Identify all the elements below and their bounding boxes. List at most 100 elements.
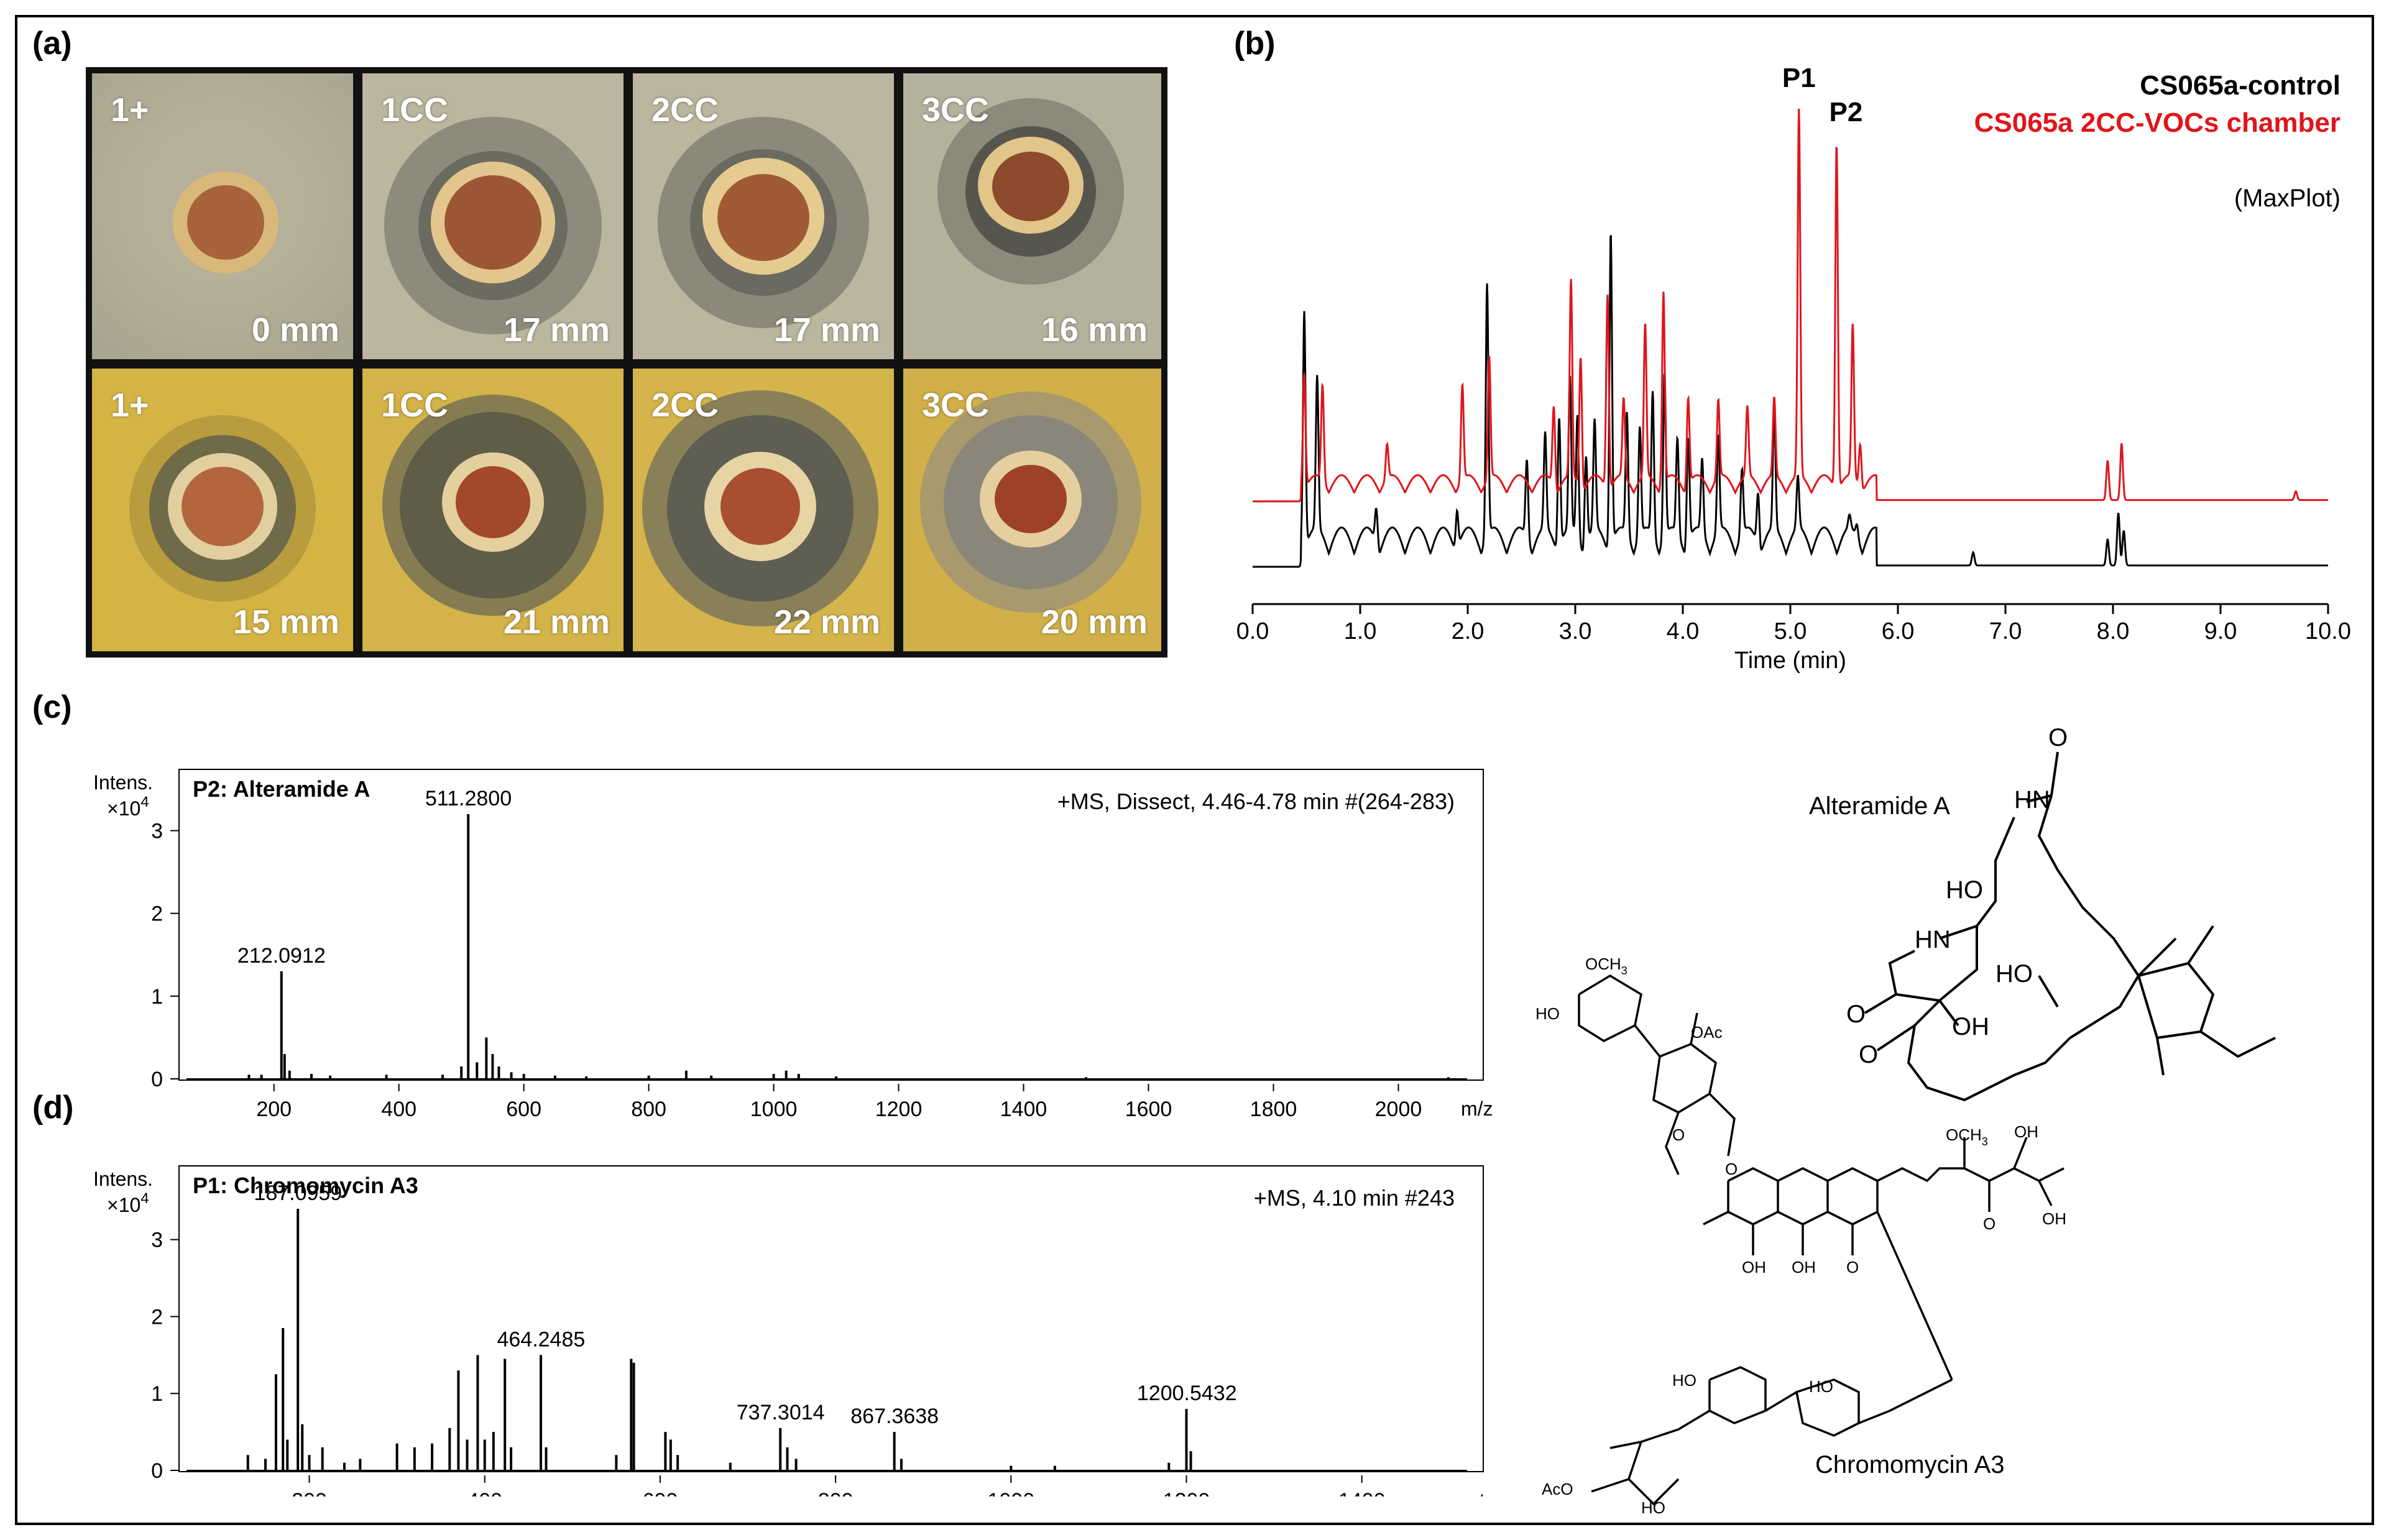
chem-bonds — [1939, 817, 2015, 940]
x-tick-label: 4.0 — [1667, 618, 1700, 644]
plate-row1-3: 2CC 17 mm — [633, 73, 894, 359]
plate-row2-3: 2CC 22 mm — [633, 369, 894, 651]
atom-label: HN — [2014, 786, 2050, 814]
atom-label: O — [1983, 1214, 1995, 1233]
chem-bonds — [2037, 795, 2140, 1039]
atom-label: HO — [1535, 1004, 1560, 1023]
chem-bonds — [1708, 1093, 1736, 1157]
atom-label: OCH3 — [1946, 1125, 1988, 1148]
chem-bonds — [1864, 993, 1897, 1014]
x-tick-label: 1600 — [1125, 1098, 1172, 1121]
colony-image — [937, 98, 1124, 285]
x-tick-label: 800 — [631, 1098, 666, 1121]
series-line-treated — [1253, 108, 2328, 503]
atom-label: HO — [1641, 1498, 1665, 1516]
colony-image — [173, 172, 278, 273]
x-tick-label: 200 — [256, 1098, 292, 1121]
peak-mz-label: 1200.5432 — [1137, 1382, 1237, 1405]
zone-size: 20 mm — [1041, 603, 1148, 641]
atom-label: AcO — [1542, 1480, 1573, 1498]
x-tick-label: 1800 — [1250, 1098, 1297, 1121]
peak-mz-label: 737.3014 — [737, 1401, 825, 1424]
chem-bonds — [2137, 937, 2177, 977]
colony-image — [642, 390, 878, 626]
chem-bonds — [1888, 950, 1940, 1002]
plate-row1-2: 1CC 17 mm — [362, 73, 624, 359]
atom-label: HN — [1915, 926, 1951, 953]
atom-label: O — [1846, 1001, 1866, 1028]
acquisition-header: +MS, Dissect, 4.46-4.78 min #(264-283) — [1057, 789, 1455, 814]
spectrum-plot-area: 0 1 2 3 200 400 600 800 1000 1200 1400 1600 1800 2000… — [151, 787, 1467, 1121]
atom-label: HO — [1809, 1377, 1833, 1396]
chem-bonds — [1827, 1167, 1879, 1226]
x-axis-label: m/z — [1461, 1098, 1493, 1120]
y-tick-label: 0 — [151, 1068, 163, 1091]
panel-c-label: (c) — [32, 689, 72, 725]
chem-bonds — [1938, 999, 1959, 1027]
x-tick-label: 1000 — [987, 1489, 1034, 1496]
legend-treated: CS065a 2CC-VOCs chamber — [1974, 108, 2341, 138]
plot-frame — [178, 1165, 1484, 1472]
plate-label: 3CC — [922, 387, 990, 424]
spectrum-title: P2: Alteramide A — [193, 776, 370, 802]
y-tick-label: 2 — [151, 902, 163, 926]
chem-bonds — [1989, 1137, 2028, 1182]
x-tick-label: 400 — [381, 1098, 417, 1121]
atom-label: HO — [1995, 960, 2033, 988]
plate-row2-2: 1CC 21 mm — [362, 369, 624, 651]
x-tick-label: 1400 — [1338, 1489, 1386, 1496]
x-tick-label: 2000 — [1375, 1098, 1422, 1121]
x-tick-label: 1000 — [750, 1098, 798, 1121]
zone-size: 16 mm — [1041, 311, 1148, 349]
x-tick-label: 600 — [506, 1098, 541, 1121]
x-tick-label: 1400 — [1000, 1098, 1047, 1121]
plate-row1-4: 3CC 16 mm — [903, 73, 1161, 359]
series-line-control — [1253, 235, 2328, 568]
plate-label: 1CC — [381, 387, 449, 424]
x-axis-label: m/z — [1461, 1491, 1493, 1496]
chem-bonds — [1765, 1378, 1860, 1437]
x-tick-label: 1200 — [1163, 1489, 1210, 1496]
x-tick-label: 2.0 — [1452, 618, 1484, 644]
x-axis-label: Time (min) — [1734, 648, 1846, 674]
acquisition-header: +MS, 4.10 min #243 — [1254, 1185, 1455, 1211]
plate-label: 2CC — [651, 387, 719, 424]
x-tick-label: 1.0 — [1344, 618, 1377, 644]
colony-image — [384, 117, 602, 334]
atom-label: OH — [2014, 1122, 2038, 1141]
x-tick-label: 600 — [643, 1489, 678, 1496]
chem-bonds — [1907, 926, 2071, 1102]
figure-frame — [15, 15, 2374, 1525]
colony-image — [382, 395, 604, 616]
chromatogram-chart: 0.0 1.0 2.0 3.0 4.0 5.0 6.0 7.0 8.0 9.0 10.0 Time … — [1236, 63, 2351, 674]
peak-label-p2: P2 — [1829, 97, 1862, 127]
atom-label: HO — [1672, 1371, 1696, 1390]
chem-bonds — [2026, 794, 2052, 803]
chem-bonds — [2014, 1167, 2053, 1206]
x-tick-label: 400 — [467, 1489, 502, 1496]
chem-bonds — [2038, 974, 2059, 1008]
plate-label: 2CC — [651, 91, 719, 129]
chromatogram-series-group — [1253, 108, 2328, 568]
x-tick-label: 9.0 — [2204, 618, 2237, 644]
plate-label: 1+ — [111, 91, 149, 129]
chem-bonds — [1634, 1024, 1717, 1114]
zone-size: 17 mm — [773, 311, 880, 349]
chem-bonds — [1578, 974, 1642, 1043]
x-tick-label: 7.0 — [1989, 618, 2022, 644]
x-tick-label: 800 — [818, 1489, 854, 1496]
plate-label: 3CC — [922, 91, 990, 129]
panel-a-label: (a) — [32, 25, 72, 62]
chem-bonds — [1708, 1366, 1767, 1424]
y-scale-label: ×104 — [107, 1190, 149, 1216]
chem-bonds — [1627, 1478, 1680, 1506]
chem-bonds — [2199, 1030, 2276, 1058]
peak-mz-label: 464.2485 — [497, 1327, 585, 1351]
x-tick-label: 3.0 — [1559, 618, 1592, 644]
chem-bonds — [2156, 1037, 2165, 1076]
peak-mz-label: 187.0959 — [254, 1181, 342, 1205]
chem-bonds — [1876, 1211, 1953, 1380]
maxplot-note: (MaxPlot) — [2234, 185, 2341, 212]
chem-bonds — [1609, 1409, 1710, 1449]
x-axis-ticks: 0.0 1.0 2.0 3.0 4.0 5.0 6.0 7.0 8.0 9.0 10.0 — [1236, 604, 2351, 644]
